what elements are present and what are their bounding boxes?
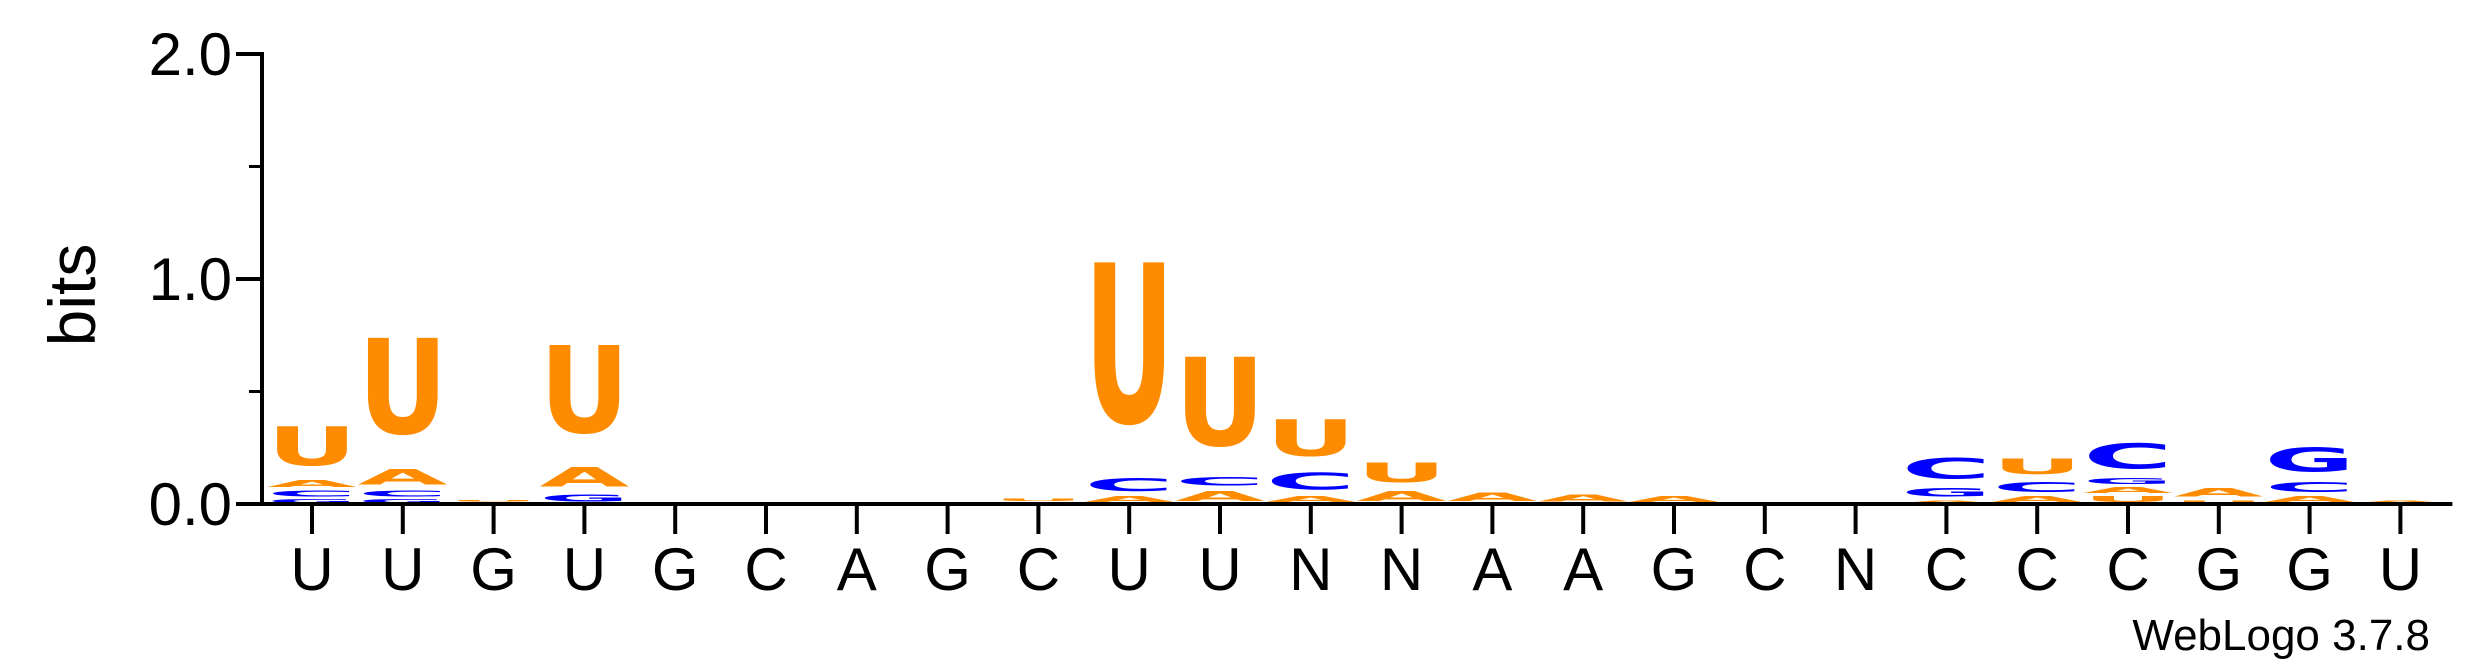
logo-stack: AU xyxy=(1357,457,1447,504)
x-tick-label: U xyxy=(1108,536,1151,603)
logo-letter-u: U xyxy=(1266,410,1356,468)
y-tick-label: 0.0 xyxy=(149,471,232,538)
x-tick-label: C xyxy=(2016,536,2059,603)
logo-stack: ACG xyxy=(2265,441,2355,504)
logo-letter-u: U xyxy=(1357,457,1447,488)
logo-letter-u: U xyxy=(539,323,629,462)
logo-letter-a: A xyxy=(2174,486,2264,499)
logo-letter-c: C xyxy=(1992,479,2082,495)
x-tick-label: U xyxy=(1198,536,1241,603)
y-tick-label: 2.0 xyxy=(149,21,232,88)
logo-letter-u: U xyxy=(267,415,357,478)
logo-letter-u: U xyxy=(449,500,539,502)
logo-letter-a: A xyxy=(1629,495,1719,504)
logo-letter-g: G xyxy=(2265,441,2355,479)
logo-letter-a: A xyxy=(539,461,629,492)
x-tick-label: N xyxy=(1834,536,1877,603)
logo-letter-a: A xyxy=(1266,495,1356,504)
x-tick-label: U xyxy=(381,536,424,603)
x-tick-label: C xyxy=(744,536,787,603)
logo-letter-a: A xyxy=(1447,491,1537,504)
logo-stacks: GCAUGCAUCUGAUAAUACUACUACUAUAAAAGCACUUAGC… xyxy=(267,219,2446,504)
logo-letter-g: G xyxy=(1901,486,1991,499)
logo-letter-u: U xyxy=(1084,219,1174,474)
x-tick-label: C xyxy=(1017,536,1060,603)
logo-stack: A xyxy=(1538,493,1628,504)
logo-letter-c: C xyxy=(1175,475,1265,489)
logo-letter-u: U xyxy=(1992,455,2082,480)
x-tick-label: G xyxy=(652,536,699,603)
logo-letter-a: A xyxy=(1357,488,1447,504)
x-tick-label: N xyxy=(1380,536,1423,603)
x-tick-label: C xyxy=(1925,536,1968,603)
logo-letter-u: U xyxy=(2174,500,2264,504)
logo-letter-c: C xyxy=(2265,479,2355,495)
logo-letter-c: C xyxy=(358,489,448,498)
logo-letter-c: C xyxy=(2083,437,2173,477)
logo-letter-a: A xyxy=(1175,488,1265,504)
logo-letter-a: A xyxy=(1538,493,1628,504)
logo-letter-g: G xyxy=(2083,477,2173,486)
logo-stack: A xyxy=(1629,495,1719,504)
logo-stack: A xyxy=(2355,500,2445,504)
logo-stack: GAU xyxy=(539,323,629,504)
logo-letter-u: U xyxy=(2083,495,2173,504)
y-tick-label: 1.0 xyxy=(149,246,232,313)
logo-stack: ACU xyxy=(1084,219,1174,504)
logo-letter-u: U xyxy=(993,497,1083,501)
logo-letter-a: A xyxy=(1901,500,1991,504)
logo-stack: ACU xyxy=(1992,455,2082,504)
logo-letter-u: U xyxy=(1175,334,1265,475)
logo-letter-a: A xyxy=(1084,495,1174,504)
weblogo-credit: WebLogo 3.7.8 xyxy=(2132,611,2430,660)
x-tick-label: G xyxy=(924,536,971,603)
x-tick-label: G xyxy=(2286,536,2333,603)
x-tick-label: A xyxy=(1563,536,1603,603)
logo-letter-g: G xyxy=(539,493,629,504)
logo-letter-a: A xyxy=(2355,500,2445,504)
logo-stack: ACU xyxy=(1266,410,1356,504)
logo-stack: UA xyxy=(2174,486,2264,504)
logo-stack: A xyxy=(1447,491,1537,504)
logo-letter-a: A xyxy=(2083,486,2173,495)
logo-letter-g: G xyxy=(267,498,357,504)
y-axis: 0.0 1.0 2.0 xyxy=(149,21,264,538)
x-tick-label: C xyxy=(2106,536,2149,603)
y-axis-label: bits xyxy=(35,244,109,347)
logo-stack: AGC xyxy=(1901,453,1991,504)
logo-letter-c: C xyxy=(1266,468,1356,495)
x-tick-label: N xyxy=(1289,536,1332,603)
logo-letter-c: C xyxy=(1084,475,1174,495)
x-tick-label: U xyxy=(290,536,333,603)
x-tick-label: U xyxy=(563,536,606,603)
x-tick-label: G xyxy=(1651,536,1698,603)
logo-letter-c: C xyxy=(267,489,357,498)
x-tick-label: G xyxy=(470,536,517,603)
logo-letter-u: U xyxy=(358,311,448,464)
x-tick-label: G xyxy=(2195,536,2242,603)
x-tick-label: U xyxy=(2379,536,2422,603)
x-tick-label: A xyxy=(837,536,877,603)
logo-letter-a: A xyxy=(358,465,448,490)
x-tick-label: C xyxy=(1743,536,1786,603)
logo-letter-c: C xyxy=(1901,453,1991,487)
logo-letter-g: G xyxy=(358,498,448,504)
logo-stack: ACU xyxy=(1175,334,1265,504)
logo-letter-a: A xyxy=(1992,495,2082,504)
logo-letter-a: A xyxy=(2265,495,2355,504)
x-tick-label: A xyxy=(1472,536,1512,603)
logo-letter-a: A xyxy=(267,478,357,489)
